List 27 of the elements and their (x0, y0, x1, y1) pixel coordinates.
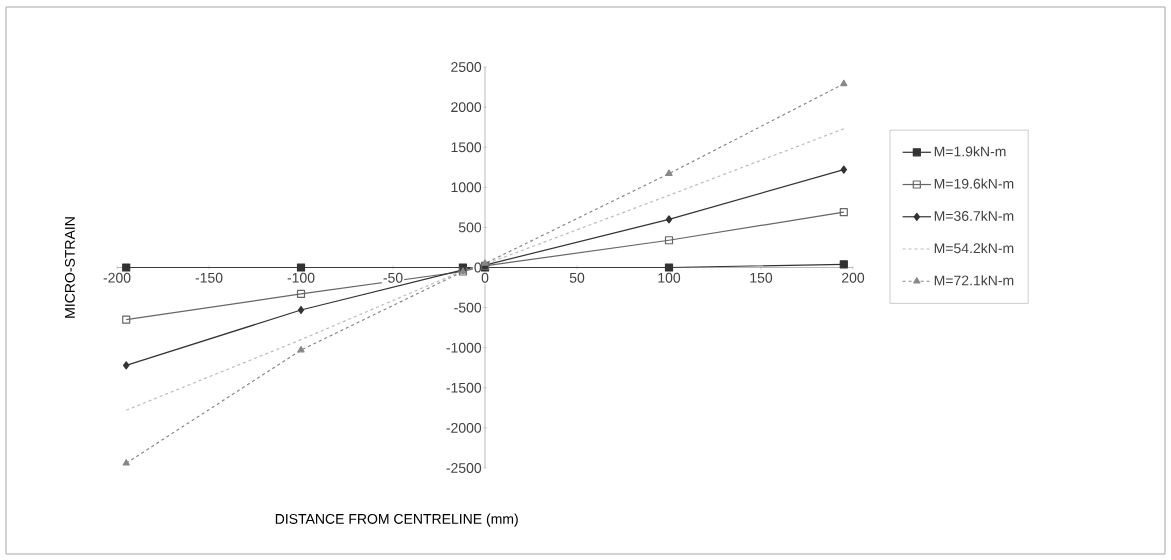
y-tick-label: -1500 (446, 382, 482, 393)
legend-label: M=72.1kN-m (934, 275, 1014, 286)
x-tick-label: 50 (569, 272, 585, 283)
y-axis-title: MICRO-STRAIN (64, 217, 75, 318)
x-tick-label: -50 (383, 272, 403, 283)
x-tick-label: 100 (658, 272, 681, 283)
legend-label: M=19.6kN-m (934, 178, 1014, 189)
y-tick-label: -500 (454, 302, 482, 313)
x-axis-title: DISTANCE FROM CENTRELINE (mm) (275, 513, 518, 527)
x-tick-label: -200 (103, 272, 131, 283)
y-tick-label: 1000 (451, 182, 482, 193)
y-tick-label: 0 (474, 262, 482, 273)
x-tick-label: 0 (481, 272, 489, 283)
x-tick-label: -150 (195, 272, 223, 283)
y-tick-label: 500 (458, 222, 482, 233)
legend-label: M=54.2kN-m (934, 242, 1014, 254)
legend-label: M=36.7kN-m (934, 210, 1014, 221)
y-tick-label: 2500 (451, 62, 482, 72)
y-tick-label: -1000 (446, 342, 482, 353)
x-tick-label: -100 (287, 272, 315, 283)
y-tick-label: 2000 (451, 102, 482, 113)
x-tick-label: 150 (750, 272, 773, 283)
x-tick-label: 200 (842, 272, 865, 283)
y-tick-label: 1500 (451, 142, 482, 153)
y-tick-label: -2500 (446, 463, 482, 473)
legend-label: M=1.9kN-m (934, 146, 1006, 157)
y-tick-label: -2000 (446, 422, 482, 433)
